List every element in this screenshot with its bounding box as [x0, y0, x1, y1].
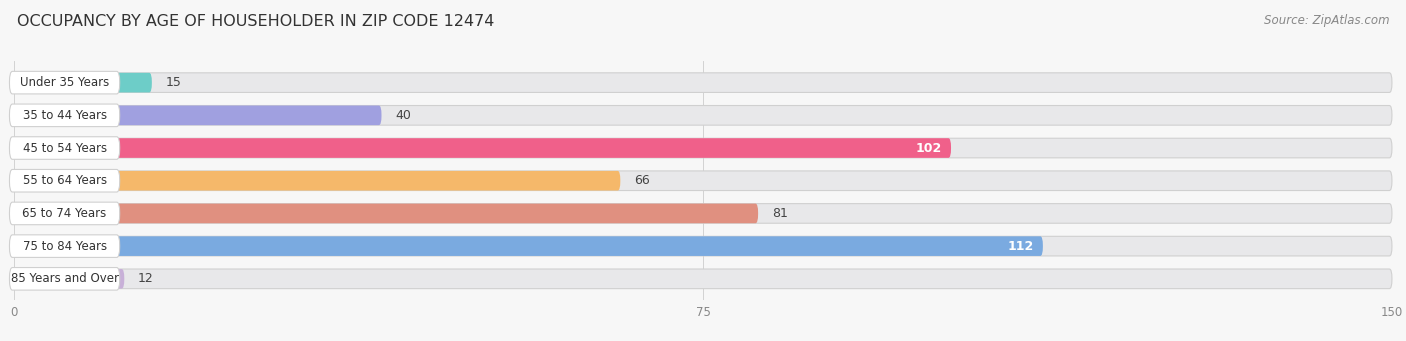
- Text: 75 to 84 Years: 75 to 84 Years: [22, 240, 107, 253]
- FancyBboxPatch shape: [14, 105, 381, 125]
- FancyBboxPatch shape: [10, 137, 120, 159]
- Text: Source: ZipAtlas.com: Source: ZipAtlas.com: [1264, 14, 1389, 27]
- FancyBboxPatch shape: [14, 236, 1043, 256]
- FancyBboxPatch shape: [14, 204, 1392, 223]
- Text: 55 to 64 Years: 55 to 64 Years: [22, 174, 107, 187]
- Text: 66: 66: [634, 174, 650, 187]
- FancyBboxPatch shape: [14, 171, 620, 191]
- Text: 12: 12: [138, 272, 153, 285]
- FancyBboxPatch shape: [14, 269, 1392, 288]
- FancyBboxPatch shape: [14, 138, 950, 158]
- Text: 112: 112: [1008, 240, 1033, 253]
- Text: OCCUPANCY BY AGE OF HOUSEHOLDER IN ZIP CODE 12474: OCCUPANCY BY AGE OF HOUSEHOLDER IN ZIP C…: [17, 14, 495, 29]
- Text: 45 to 54 Years: 45 to 54 Years: [22, 142, 107, 154]
- FancyBboxPatch shape: [14, 138, 1392, 158]
- FancyBboxPatch shape: [14, 105, 1392, 125]
- FancyBboxPatch shape: [14, 204, 758, 223]
- FancyBboxPatch shape: [14, 236, 1392, 256]
- FancyBboxPatch shape: [10, 202, 120, 225]
- FancyBboxPatch shape: [10, 268, 120, 290]
- Text: 102: 102: [915, 142, 942, 154]
- Text: 85 Years and Over: 85 Years and Over: [11, 272, 118, 285]
- FancyBboxPatch shape: [14, 73, 1392, 92]
- Text: 81: 81: [772, 207, 787, 220]
- FancyBboxPatch shape: [10, 71, 120, 94]
- FancyBboxPatch shape: [14, 73, 152, 92]
- Text: 15: 15: [166, 76, 181, 89]
- FancyBboxPatch shape: [10, 169, 120, 192]
- Text: Under 35 Years: Under 35 Years: [20, 76, 110, 89]
- FancyBboxPatch shape: [14, 171, 1392, 191]
- FancyBboxPatch shape: [10, 104, 120, 127]
- FancyBboxPatch shape: [14, 269, 124, 288]
- FancyBboxPatch shape: [10, 235, 120, 257]
- Text: 35 to 44 Years: 35 to 44 Years: [22, 109, 107, 122]
- Text: 65 to 74 Years: 65 to 74 Years: [22, 207, 107, 220]
- Text: 40: 40: [395, 109, 411, 122]
